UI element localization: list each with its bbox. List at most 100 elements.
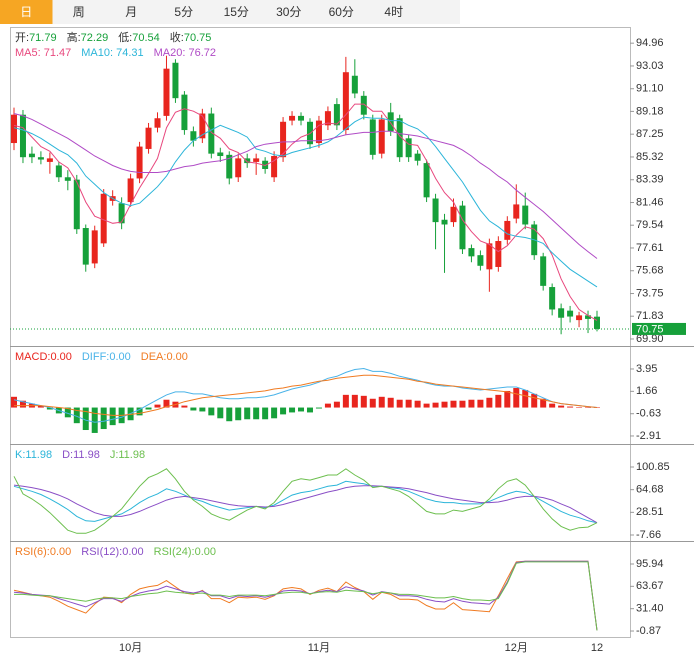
tab-bg[interactable] bbox=[105, 0, 158, 24]
tab-label[interactable]: 日 bbox=[20, 5, 32, 19]
y-tick-label: 31.40 bbox=[636, 603, 664, 615]
macd-bar bbox=[432, 402, 439, 408]
macd-bar bbox=[459, 400, 466, 408]
series-line bbox=[13, 367, 598, 423]
legend-entry: MA10: 74.31 bbox=[81, 47, 143, 59]
macd-bar bbox=[253, 407, 260, 420]
macd-bar bbox=[163, 399, 170, 408]
candle-body bbox=[324, 111, 331, 126]
series-line bbox=[13, 113, 598, 259]
macd-bar bbox=[558, 405, 565, 408]
legend-entry: D:11.98 bbox=[62, 449, 100, 461]
tab[interactable]: 15分 bbox=[210, 0, 263, 24]
tab-bg[interactable] bbox=[210, 0, 263, 24]
y-tick-label: 77.61 bbox=[636, 242, 664, 254]
y-tick-label: 63.67 bbox=[636, 580, 664, 592]
candle-body bbox=[477, 255, 484, 266]
candle-body bbox=[136, 146, 143, 179]
macd-bar bbox=[262, 407, 269, 420]
tab-label[interactable]: 60分 bbox=[329, 5, 354, 19]
candle-body bbox=[468, 248, 475, 257]
tab[interactable]: 5分 bbox=[157, 0, 211, 24]
legend-entry: 收:70.75 bbox=[170, 30, 212, 44]
candle-body bbox=[64, 177, 71, 181]
candle-body bbox=[351, 75, 358, 94]
tab[interactable]: 60分 bbox=[315, 0, 368, 24]
candle-body bbox=[540, 256, 547, 286]
legend-entry: J:11.98 bbox=[110, 449, 145, 461]
tab-bg[interactable] bbox=[0, 0, 53, 24]
tab-label[interactable]: 周 bbox=[73, 5, 85, 19]
macd-bar bbox=[199, 407, 206, 412]
macd-bar bbox=[271, 407, 278, 419]
candle-body bbox=[558, 308, 565, 318]
legend-value: 70.54 bbox=[132, 32, 160, 44]
y-tick-label: 69.90 bbox=[636, 333, 664, 345]
macd-bar bbox=[181, 405, 188, 408]
macd-bar bbox=[450, 400, 457, 408]
macd-bar bbox=[315, 407, 322, 409]
legend-entry: RSI(12):0.00 bbox=[81, 546, 143, 558]
candle-body bbox=[432, 198, 439, 223]
candle-body bbox=[594, 316, 600, 329]
legend-entry: RSI(24):0.00 bbox=[154, 546, 216, 558]
tab-bg[interactable] bbox=[262, 0, 316, 24]
tab-label[interactable]: 4时 bbox=[384, 5, 403, 19]
macd-bar bbox=[226, 407, 233, 422]
series-line bbox=[13, 116, 598, 288]
series-line bbox=[14, 374, 598, 416]
candle-body bbox=[172, 62, 179, 99]
candle-body bbox=[504, 220, 511, 240]
tab-label[interactable]: 15分 bbox=[224, 5, 249, 19]
legend-entry: MACD:0.00 bbox=[15, 351, 72, 363]
tab-bg[interactable] bbox=[157, 0, 211, 24]
macd-bar bbox=[11, 396, 17, 408]
candle-body bbox=[154, 118, 161, 128]
macd-bar bbox=[280, 407, 287, 415]
tab-bg[interactable] bbox=[52, 0, 106, 24]
macd-bar bbox=[324, 403, 331, 408]
tab[interactable]: 4时 bbox=[367, 0, 421, 24]
tab-bg[interactable] bbox=[367, 0, 421, 24]
tab[interactable]: 30分 bbox=[262, 0, 316, 24]
legend-entry: MA5: 71.47 bbox=[15, 47, 71, 59]
tab-bg[interactable] bbox=[315, 0, 368, 24]
candle-body bbox=[585, 315, 592, 319]
tab-label[interactable]: 30分 bbox=[276, 5, 301, 19]
macd-bar bbox=[360, 395, 367, 408]
candle-body bbox=[387, 112, 394, 132]
macd-bar bbox=[495, 394, 502, 408]
candle-body bbox=[91, 230, 98, 264]
legend-entry: DEA:0.00 bbox=[141, 351, 188, 363]
macd-bar bbox=[73, 407, 80, 424]
candle-body bbox=[217, 152, 224, 157]
macd-bar bbox=[154, 404, 161, 408]
candle-body bbox=[199, 113, 206, 139]
tab-label[interactable]: 5分 bbox=[174, 5, 193, 19]
y-tick-label: 87.25 bbox=[636, 128, 664, 140]
series-line bbox=[13, 480, 598, 524]
y-tick-label: 64.68 bbox=[636, 484, 664, 496]
legend-entry: 开:71.79 bbox=[15, 32, 57, 44]
y-tick-label: 89.18 bbox=[636, 105, 664, 117]
macd-bar bbox=[594, 407, 600, 408]
candle-body bbox=[342, 72, 349, 131]
candle-body bbox=[333, 104, 340, 126]
legend-entry: MA20: 76.72 bbox=[154, 47, 216, 59]
tab[interactable]: 月 bbox=[105, 0, 158, 24]
y-tick-label: 75.68 bbox=[636, 265, 664, 277]
x-tick-label: 11月 bbox=[308, 642, 330, 654]
candle-body bbox=[459, 205, 466, 250]
tab-label[interactable]: 月 bbox=[125, 5, 137, 19]
macd-bar bbox=[217, 407, 224, 419]
candle-body bbox=[145, 127, 152, 149]
tab[interactable]: 周 bbox=[52, 0, 106, 24]
x-tick-label: 12月 bbox=[505, 642, 528, 654]
tab[interactable]: 日 bbox=[0, 0, 53, 24]
candle-body bbox=[414, 153, 421, 161]
candle-body bbox=[369, 119, 376, 155]
candle-body bbox=[181, 94, 188, 131]
macd-bar bbox=[235, 407, 242, 421]
candle-body bbox=[513, 204, 520, 219]
y-tick-label: 93.03 bbox=[636, 60, 664, 72]
